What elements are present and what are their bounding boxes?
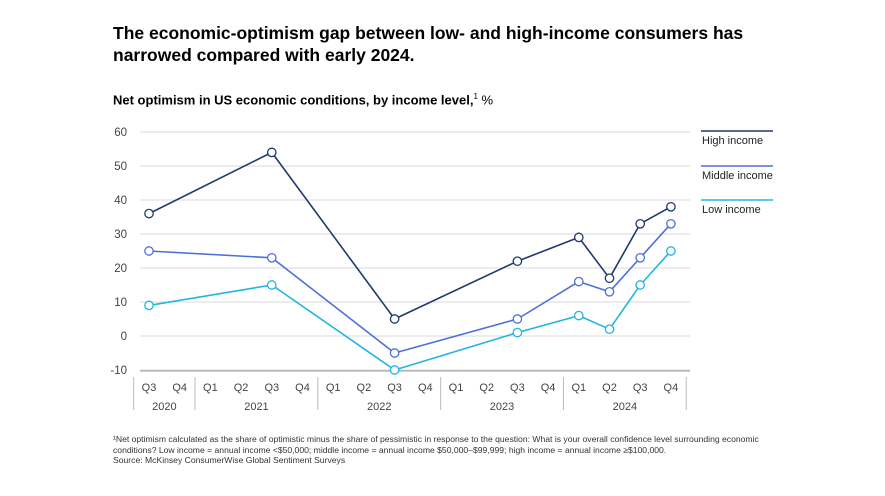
data-point-low-income — [144, 300, 154, 311]
data-point-low-income — [266, 280, 277, 290]
legend-label: High income — [702, 135, 763, 147]
data-point-high-income — [512, 256, 523, 267]
legend: High income Middle income Low income — [701, 130, 773, 216]
x-tick-label: Q3 — [387, 382, 402, 394]
chart-subtitle: Net optimism in US economic conditions, … — [113, 92, 493, 107]
y-tick-label: -10 — [110, 365, 127, 377]
year-label: 2020 — [152, 401, 176, 413]
data-point-middle-income — [144, 246, 154, 256]
data-point-low-income — [604, 324, 615, 335]
year-label: 2023 — [490, 401, 514, 413]
data-point-middle-income — [573, 276, 584, 287]
series-line-low-income — [148, 250, 672, 371]
data-point-low-income — [512, 327, 523, 338]
x-tick-label: Q3 — [633, 382, 648, 394]
data-point-high-income — [666, 201, 676, 212]
y-tick-label: 30 — [114, 229, 127, 241]
series-line-high-income — [148, 151, 672, 320]
footnote: ¹Net optimism calculated as the share of… — [113, 434, 793, 466]
data-point-middle-income — [635, 252, 646, 263]
x-tick-label: Q4 — [172, 382, 187, 394]
data-point-middle-income — [389, 348, 400, 358]
x-tick-label: Q4 — [541, 382, 556, 394]
x-tick-label: Q4 — [295, 382, 310, 394]
legend-label: Middle income — [702, 170, 773, 182]
x-tick-label: Q1 — [571, 382, 586, 394]
data-point-high-income — [266, 147, 277, 158]
year-label: 2021 — [244, 401, 268, 413]
gridlines — [140, 131, 690, 371]
y-tick-label: 10 — [114, 297, 127, 309]
y-tick-label: 40 — [114, 195, 127, 207]
series-line-middle-income — [148, 223, 672, 354]
x-tick-label: Q1 — [203, 382, 218, 394]
axes: -10 0 10 20 30 40 50 60 Q3 Q4 Q1 Q2 Q3 Q4 Q1 Q2 Q3 Q4 Q1 Q2… — [110, 127, 690, 413]
data-point-high-income — [144, 208, 154, 219]
subtitle-footnote-marker: 1 — [473, 92, 478, 101]
data-point-middle-income — [604, 286, 615, 297]
series-lines — [144, 147, 676, 375]
x-tick-label: Q2 — [357, 382, 372, 394]
subtitle-unit: % — [477, 92, 494, 108]
x-tick-label: Q2 — [602, 382, 617, 394]
year-label: 2022 — [367, 401, 391, 413]
data-point-low-income — [389, 365, 400, 375]
chart-title: The economic-optimism gap between low- a… — [113, 23, 744, 65]
x-tick-label: Q1 — [326, 382, 341, 394]
legend-label: Low income — [702, 204, 761, 216]
footnote-text: ¹Net optimism calculated as the share of… — [113, 434, 759, 455]
data-point-low-income — [666, 246, 676, 256]
data-point-middle-income — [266, 252, 277, 263]
y-tick-label: 20 — [114, 263, 127, 275]
source-text: Source: McKinsey ConsumerWise Global Sen… — [113, 455, 346, 466]
x-tick-label: Q4 — [418, 382, 433, 394]
x-tick-label: Q2 — [234, 382, 249, 394]
data-point-middle-income — [666, 218, 676, 229]
year-label: 2024 — [613, 401, 637, 413]
data-point-high-income — [604, 273, 615, 284]
y-tick-label: 0 — [121, 331, 127, 343]
x-tick-label: Q3 — [142, 382, 157, 394]
x-tick-label: Q1 — [449, 382, 464, 394]
subtitle-text: Net optimism in US economic conditions, … — [113, 92, 474, 108]
x-tick-label: Q3 — [264, 382, 279, 394]
data-point-middle-income — [512, 314, 523, 324]
data-point-high-income — [389, 314, 400, 324]
x-tick-label: Q3 — [510, 382, 525, 394]
data-point-low-income — [573, 310, 584, 321]
x-tick-label: Q2 — [479, 382, 494, 394]
y-tick-label: 60 — [114, 127, 127, 139]
data-point-low-income — [635, 280, 646, 290]
data-point-high-income — [573, 232, 584, 243]
x-tick-label: Q4 — [664, 382, 679, 394]
data-point-high-income — [635, 218, 646, 229]
y-tick-label: 50 — [114, 161, 127, 173]
